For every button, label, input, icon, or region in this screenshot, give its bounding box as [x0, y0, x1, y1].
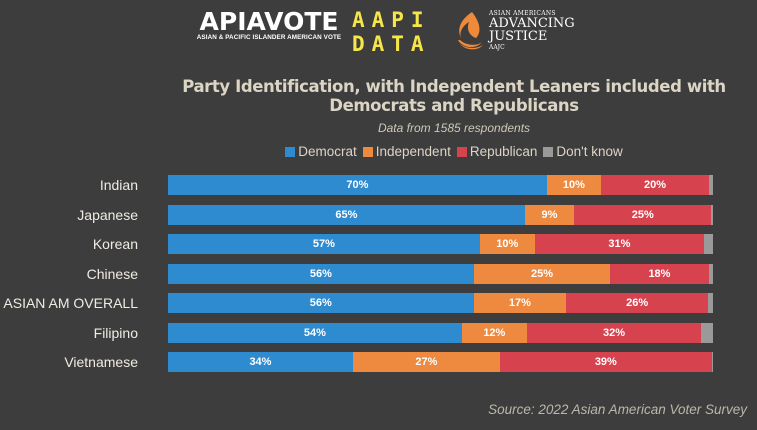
bar-segment-republican: 25%: [574, 204, 712, 225]
data-label: 17%: [508, 297, 531, 309]
aaj-logo-line2: ADVANCING: [489, 16, 575, 31]
bar-segment-democrat: 56%: [168, 263, 474, 284]
data-label: 70%: [346, 179, 369, 191]
apiavote-logo-text: APIAVOTE: [199, 7, 339, 36]
bar-segment-don-t-know: [709, 175, 713, 195]
data-label: 34%: [249, 356, 272, 368]
legend-swatch: [456, 147, 467, 157]
legend-label: Republican: [469, 144, 538, 159]
bar-segment-democrat: 54%: [168, 322, 462, 343]
category-label: Japanese: [77, 206, 138, 223]
data-label: 65%: [335, 208, 358, 221]
data-label: 54%: [303, 326, 326, 339]
bar-segment-democrat: 56%: [168, 293, 474, 313]
bar-segment-don-t-know: [711, 204, 713, 225]
category-label: Chinese: [86, 265, 138, 282]
bar-row: 54% 12% 32%: [168, 322, 713, 343]
data-label: 9%: [541, 208, 558, 221]
legend-item-3: Don't know: [543, 144, 623, 159]
category-label: Indian: [99, 177, 138, 193]
chart-subtitle: Data from 1585 respondents: [377, 121, 531, 135]
bar-segment-don-t-know: [701, 322, 713, 343]
data-label: 10%: [496, 238, 519, 250]
apiavote-logo: APIAVOTE ASIAN & PACIFIC ISLANDER AMERIC…: [193, 8, 345, 52]
category-label: Korean: [92, 236, 138, 252]
data-label: 39%: [594, 356, 617, 368]
data-label: 25%: [631, 208, 654, 221]
data-label: 12%: [483, 326, 506, 339]
bar-row: 56% 17% 26%: [168, 293, 713, 313]
data-label: 31%: [608, 238, 631, 250]
bar-segment-independent: 10%: [546, 175, 601, 195]
data-label: 56%: [309, 267, 332, 280]
legend-swatch: [285, 147, 296, 157]
legend-swatch: [362, 147, 373, 157]
legend-label: Independent: [375, 144, 451, 159]
chart-legend: Democrat Independent Republican Don't know: [168, 144, 740, 159]
data-label: 27%: [415, 356, 438, 368]
aaj-logo-line1: ASIAN AMERICANS: [489, 10, 556, 17]
aapi-data-logo-line2: DATA: [352, 32, 431, 56]
data-label: 56%: [309, 297, 332, 309]
bar-row: 56% 25% 18%: [168, 263, 713, 284]
source-note: Source: 2022 Asian American Voter Survey: [488, 402, 747, 417]
legend-label: Don't know: [556, 144, 623, 159]
data-label: 57%: [312, 238, 335, 250]
bar-row: 65% 9% 25%: [168, 204, 713, 225]
legend-label: Democrat: [298, 144, 357, 159]
bar-segment-democrat: 34%: [168, 352, 353, 372]
chart-title: Party Identification, with Independent L…: [182, 77, 726, 115]
bar-segment-republican: 31%: [534, 234, 705, 254]
aaj-logo-line4: AAJC: [489, 44, 505, 51]
aaj-logo-text: ASIAN AMERICANS ADVANCING JUSTICE AAJC: [489, 10, 599, 51]
bar-segment-don-t-know: [704, 234, 713, 254]
data-label: 10%: [562, 179, 585, 191]
data-label: 18%: [648, 267, 671, 280]
logo-banner: APIAVOTE ASIAN & PACIFIC ISLANDER AMERIC…: [0, 0, 757, 62]
bar-segment-don-t-know: [711, 352, 713, 372]
bar-segment-republican: 20%: [600, 175, 710, 195]
bar-segment-independent: 12%: [461, 322, 527, 343]
bar-segment-independent: 9%: [524, 204, 575, 225]
bar-row: 70% 10% 20%: [168, 175, 713, 195]
bar-segment-democrat: 70%: [168, 175, 547, 195]
data-label: 32%: [602, 326, 625, 339]
bar-segment-democrat: 65%: [168, 204, 525, 225]
bar-row: 34% 27% 39%: [168, 352, 713, 372]
flame-icon: [458, 12, 483, 50]
bar-row: 57% 10% 31%: [168, 234, 713, 254]
data-label: 25%: [531, 267, 554, 280]
bar-segment-don-t-know: [708, 293, 713, 313]
bar-segment-independent: 17%: [473, 293, 567, 313]
aapi-data-logo: AAPI DATA: [352, 8, 448, 56]
bar-segment-republican: 32%: [526, 322, 702, 343]
bar-segment-don-t-know: [708, 263, 713, 284]
category-label: Vietnamese: [64, 354, 138, 370]
bar-segment-republican: 39%: [499, 352, 712, 372]
data-label: 20%: [644, 179, 667, 191]
apiavote-logo-subtext: ASIAN & PACIFIC ISLANDER AMERICAN VOTE: [196, 34, 342, 41]
aapi-data-logo-line1: AAPI: [352, 8, 431, 32]
bar-segment-republican: 18%: [610, 263, 709, 284]
legend-item-0: Democrat: [285, 144, 357, 159]
bar-segment-independent: 10%: [479, 234, 535, 254]
category-label: ASIAN AM OVERALL: [3, 295, 138, 311]
data-label: 26%: [626, 297, 649, 309]
legend-item-2: Republican: [456, 144, 538, 159]
legend-swatch: [543, 147, 554, 157]
aaj-logo-line3: JUSTICE: [489, 29, 548, 44]
bar-segment-democrat: 57%: [168, 234, 480, 254]
bar-segment-independent: 27%: [352, 352, 500, 372]
bar-segment-independent: 25%: [473, 263, 611, 284]
category-label: Filipino: [93, 324, 138, 341]
legend-item-1: Independent: [362, 144, 451, 159]
bar-segment-republican: 26%: [566, 293, 709, 313]
